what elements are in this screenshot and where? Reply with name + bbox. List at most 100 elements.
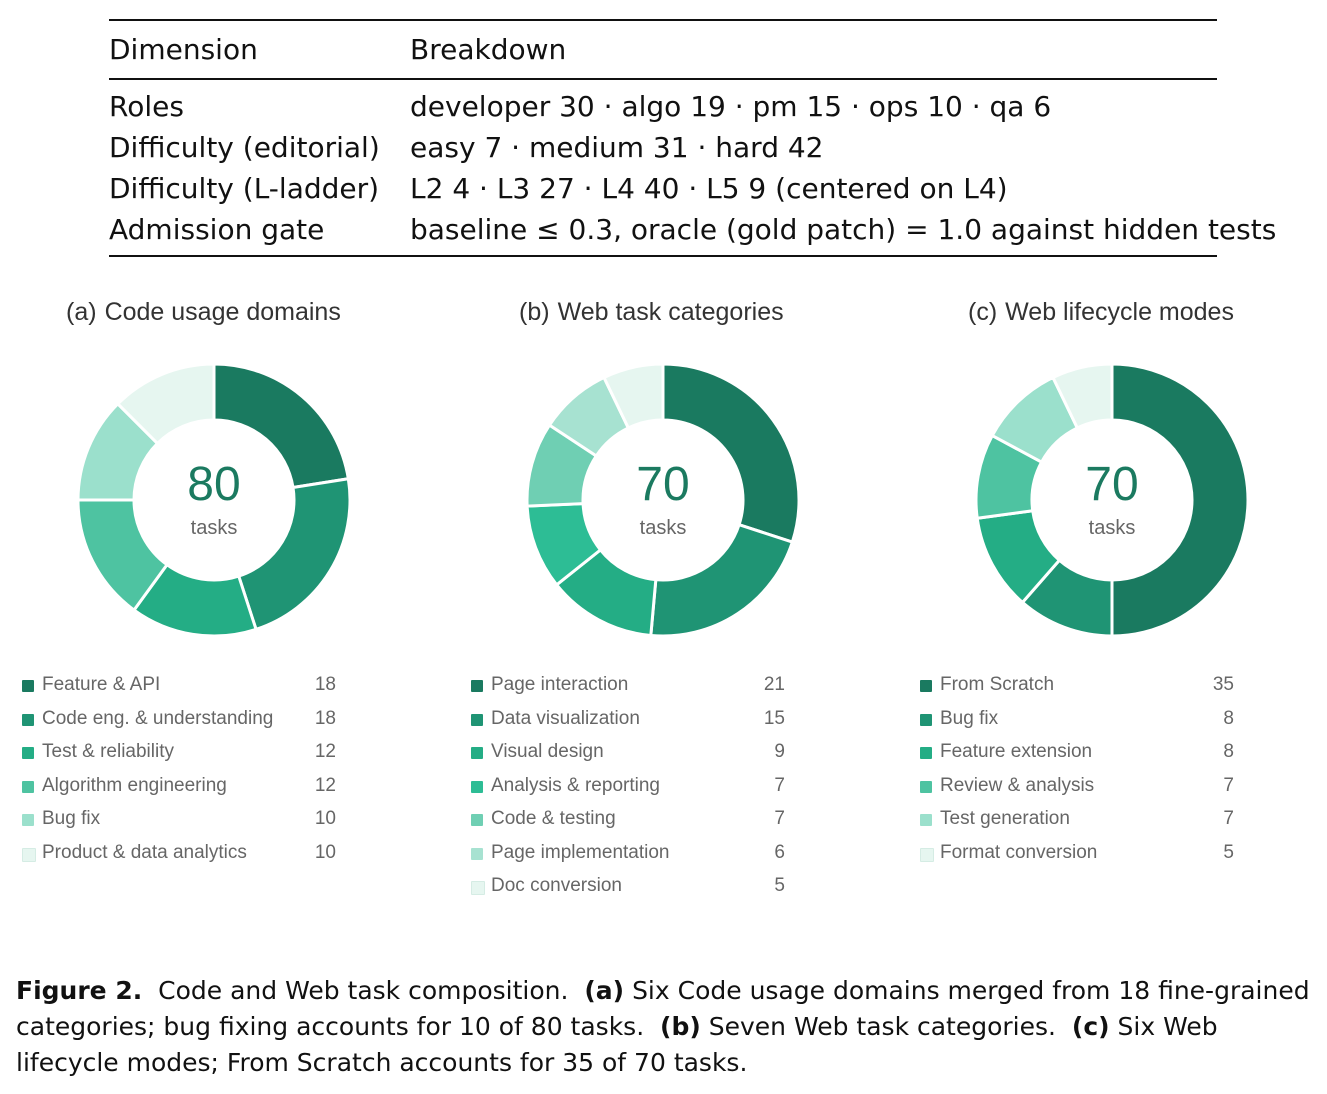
legend-swatch: [920, 680, 932, 692]
caption-a-label: (a): [584, 976, 625, 1005]
legend-value: 8: [1223, 741, 1234, 762]
center-label: tasks: [1088, 517, 1136, 539]
caption-a-text: Six Code usage domains merged from 18 fi…: [16, 976, 1310, 1041]
legend-value: 5: [1223, 841, 1234, 863]
legend-item: Analysis & reporting 7: [471, 773, 785, 807]
legend-item: Feature & API 18: [22, 672, 336, 706]
legend-value: 12: [314, 774, 336, 796]
legend-swatch: [471, 780, 483, 793]
legend-swatch: [471, 680, 483, 692]
legend-item: Algorithm engineering 12: [22, 773, 336, 807]
donut-slice-format-conversion: [1050, 362, 1114, 430]
donut-chart: [974, 362, 1250, 638]
legend-value: 35: [1212, 674, 1234, 695]
row-breakdown: L2 4 · L3 27 · L4 40 · L5 9 (centered on…: [410, 171, 1008, 205]
table-header-row: Dimension Breakdown: [109, 21, 1217, 78]
legend-swatch: [22, 780, 34, 793]
legend-swatch: [471, 713, 483, 726]
legend-item: Review & analysis 7: [920, 773, 1234, 807]
legend-swatch: [22, 814, 34, 826]
table-row: Admission gate baseline ≤ 0.3, oracle (g…: [109, 209, 1276, 250]
header-breakdown: Breakdown: [410, 33, 567, 66]
legend-label: Algorithm engineering: [42, 774, 227, 796]
legend-item: Page interaction 21: [471, 672, 785, 706]
center-total: 70: [1085, 458, 1139, 511]
legend-swatch: [471, 814, 483, 826]
legend-item: Visual design 9: [471, 739, 785, 773]
legend-label: Bug fix: [42, 808, 101, 829]
center-total: 80: [187, 458, 241, 511]
breakdown-table: Dimension Breakdown Roles developer 30 ·…: [109, 19, 1276, 257]
legend-value: 9: [774, 741, 785, 762]
row-breakdown: easy 7 · medium 31 · hard 42: [410, 130, 824, 164]
legend-label: Format conversion: [940, 841, 1098, 863]
table-row: Difficulty (L-ladder) L2 4 · L3 27 · L4 …: [109, 168, 1217, 209]
donut-chart: [76, 362, 352, 638]
legend-label: Data visualization: [491, 707, 640, 729]
legend-value: 18: [314, 674, 336, 695]
legend: Page interaction 21 Data visualization 15 Vi…: [471, 672, 785, 907]
center-total: 70: [636, 458, 690, 511]
header-dimension: Dimension: [109, 33, 258, 66]
legend-value: 10: [314, 841, 336, 863]
table-mid-rule: [109, 78, 1217, 80]
legend-swatch: [920, 780, 932, 793]
table-top-rule: [109, 19, 1217, 21]
legend-item: Page implementation 6: [471, 840, 785, 874]
legend-label: Code eng. & understanding: [42, 707, 274, 729]
legend-value: 6: [774, 841, 785, 863]
panel-title-text: Web task categories: [557, 298, 784, 326]
legend-value: 12: [314, 741, 336, 762]
legend-swatch: [920, 847, 934, 862]
legend-label: Review & analysis: [940, 774, 1095, 796]
legend-value: 5: [774, 875, 785, 896]
donut-slice-data-visualization: [649, 522, 795, 638]
legend-swatch: [920, 814, 932, 826]
legend-value: 7: [774, 774, 785, 796]
legend-label: Code & testing: [491, 808, 616, 829]
center-label: tasks: [639, 517, 687, 539]
legend-swatch: [471, 881, 485, 895]
legend-swatch: [22, 747, 34, 759]
table-row: Roles developer 30 · algo 19 · pm 15 · o…: [109, 86, 1217, 127]
legend-value: 21: [763, 674, 785, 695]
donut-chart: [525, 362, 801, 638]
legend-label: Product & data analytics: [42, 841, 247, 863]
legend-value: 8: [1223, 707, 1234, 729]
table-row: Difficulty (editorial) easy 7 · medium 3…: [109, 127, 1217, 168]
legend-item: Bug fix 8: [920, 706, 1234, 740]
panel-title-text: Code usage domains: [104, 298, 341, 326]
legend-item: Test generation 7: [920, 806, 1234, 840]
legend-swatch: [920, 747, 932, 759]
legend-value: 7: [774, 808, 785, 829]
legend-item: Bug fix 10: [22, 806, 336, 840]
panel-web-task-categories: (b) Web task categories 70 tasks Page int…: [471, 290, 911, 910]
legend-swatch: [471, 847, 483, 860]
legend-label: Page implementation: [491, 841, 670, 863]
legend-swatch: [471, 747, 483, 759]
panel-code-usage-domains: (a) Code usage domains 80 tasks Feature &…: [22, 290, 462, 910]
figure-caption: Figure 2. Code and Web task composition.…: [16, 973, 1316, 1081]
legend-value: 15: [763, 707, 785, 729]
legend-label: Visual design: [491, 741, 604, 762]
legend-label: From Scratch: [940, 674, 1055, 695]
panel-label: (b): [519, 298, 550, 326]
legend-swatch: [22, 847, 36, 862]
legend-label: Feature extension: [940, 741, 1093, 762]
legend-label: Bug fix: [940, 707, 999, 729]
center-label: tasks: [190, 517, 238, 539]
legend-swatch: [920, 713, 932, 726]
legend-label: Analysis & reporting: [491, 774, 660, 796]
row-breakdown: developer 30 · algo 19 · pm 15 · ops 10 …: [410, 89, 1052, 123]
caption-b-text: Seven Web task categories.: [708, 1012, 1056, 1041]
row-dimension: Roles: [109, 89, 184, 123]
legend-swatch: [22, 713, 34, 726]
donut-slice-page-interaction: [661, 362, 801, 544]
row-dimension: Admission gate: [109, 212, 325, 246]
legend-item: Code eng. & understanding 18: [22, 706, 336, 740]
panel-title: (b) Web task categories: [519, 298, 784, 327]
legend: From Scratch 35 Bug fix 8 Feature extension 8…: [920, 672, 1234, 873]
caption-intro: Code and Web task composition.: [158, 976, 569, 1005]
row-dimension: Difficulty (editorial): [109, 130, 380, 164]
caption-figure-label: Figure 2.: [16, 976, 143, 1005]
